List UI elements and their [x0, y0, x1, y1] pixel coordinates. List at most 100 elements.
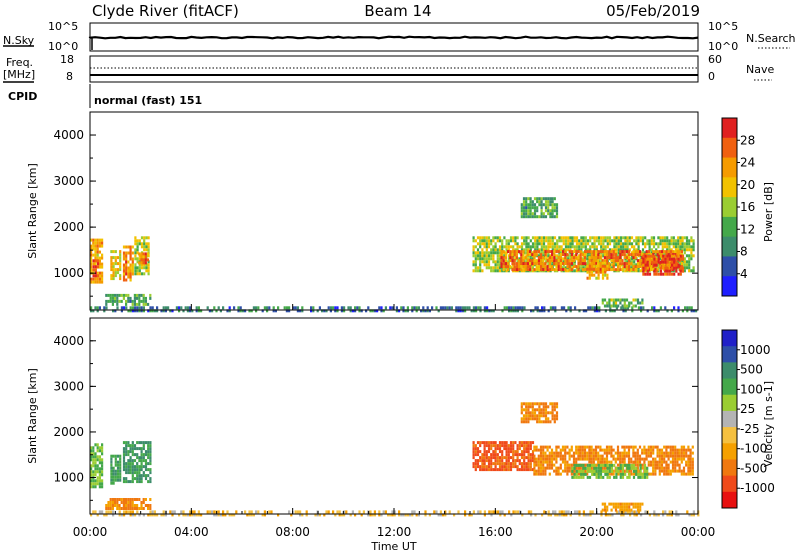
y-tick-label: 3000: [53, 174, 84, 188]
power-cell: [673, 266, 676, 270]
power-cell: [540, 262, 543, 266]
power-cell: [492, 245, 495, 249]
power-cell: [524, 268, 527, 272]
power-cell: [136, 306, 139, 310]
colorbar-tick-label: 25: [740, 402, 755, 416]
velocity-cell: [689, 469, 692, 473]
power-cell: [633, 260, 636, 264]
velocity-cell: [568, 469, 571, 473]
velocity-cell: [565, 513, 568, 517]
velocity-cell: [131, 462, 134, 466]
power-cell: [622, 245, 625, 249]
power-cell: [518, 257, 521, 261]
velocity-cell: [530, 513, 533, 517]
colorbar-swatch: [722, 177, 737, 198]
velocity-cell: [92, 464, 95, 468]
power-cell: [619, 253, 622, 257]
power-cell: [524, 265, 527, 269]
power-cell: [608, 253, 611, 257]
power-cell: [636, 265, 639, 269]
power-cell: [101, 265, 104, 269]
velocity-cell: [131, 477, 134, 481]
power-cell: [538, 309, 541, 313]
velocity-cell: [503, 444, 506, 448]
power-cell: [617, 242, 620, 246]
freq-left-tick-top: 18: [60, 53, 74, 66]
velocity-cell: [519, 510, 522, 514]
power-cell: [615, 263, 618, 267]
velocity-cell: [149, 456, 152, 460]
velocity-cell: [547, 510, 550, 514]
power-cell: [134, 309, 137, 313]
power-cell: [582, 236, 585, 240]
power-cell: [670, 254, 674, 258]
power-cell: [608, 236, 612, 240]
power-cell: [656, 268, 659, 272]
velocity-cell: [546, 445, 549, 449]
power-cell: [422, 309, 425, 313]
power-cell: [681, 257, 685, 261]
velocity-cell: [147, 441, 150, 445]
velocity-cell: [305, 510, 308, 514]
velocity-cell: [122, 477, 126, 481]
power-cell: [92, 277, 95, 281]
power-cell: [134, 266, 137, 270]
velocity-cell: [516, 456, 519, 460]
velocity-cell: [602, 475, 605, 479]
power-cell: [129, 306, 132, 310]
velocity-cell: [373, 510, 376, 514]
power-cell: [285, 309, 288, 313]
power-cell: [542, 212, 545, 216]
power-cell: [503, 236, 506, 240]
velocity-cell: [660, 463, 664, 467]
velocity-cell: [138, 447, 141, 451]
velocity-cell: [640, 513, 643, 517]
velocity-cell: [555, 466, 558, 470]
power-cell: [640, 306, 643, 310]
power-cell: [597, 236, 601, 240]
power-cell: [457, 306, 460, 310]
velocity-cell: [676, 454, 679, 458]
velocity-cell: [153, 513, 156, 517]
velocity-cell: [301, 513, 304, 517]
power-cell: [630, 251, 634, 255]
velocity-cell: [485, 468, 488, 472]
power-cell: [496, 257, 499, 261]
velocity-cell: [616, 451, 620, 455]
power-cell: [351, 309, 354, 313]
power-cell: [120, 306, 123, 310]
velocity-cell: [487, 456, 491, 460]
velocity-cell: [610, 472, 613, 476]
power-cell: [391, 306, 394, 310]
velocity-cell: [619, 454, 622, 458]
velocity-heatmap: [90, 402, 700, 517]
power-cell: [644, 242, 647, 246]
power-cell: [601, 273, 605, 277]
power-cell: [664, 269, 667, 273]
velocity-cell: [122, 507, 125, 510]
power-cell: [143, 245, 146, 249]
velocity-cell: [630, 502, 633, 506]
velocity-cell: [613, 475, 616, 479]
power-cell: [601, 301, 604, 305]
velocity-cell: [655, 513, 658, 517]
power-cell: [681, 236, 684, 240]
power-cell: [274, 309, 277, 313]
power-cell: [624, 309, 627, 313]
power-cell: [101, 256, 104, 260]
velocity-cell: [94, 455, 97, 459]
power-cell: [404, 309, 407, 313]
velocity-cell: [490, 513, 493, 517]
velocity-cell: [119, 472, 122, 476]
velocity-cell: [687, 457, 690, 461]
velocity-cell: [527, 462, 530, 466]
power-cell: [92, 309, 95, 313]
velocity-cell: [563, 513, 566, 517]
power-cell: [299, 309, 302, 313]
power-cell: [663, 242, 667, 246]
power-cell: [380, 306, 383, 310]
power-cell: [650, 253, 653, 257]
power-cell: [496, 254, 499, 258]
power-cell: [633, 263, 636, 267]
power-cell: [600, 245, 603, 249]
